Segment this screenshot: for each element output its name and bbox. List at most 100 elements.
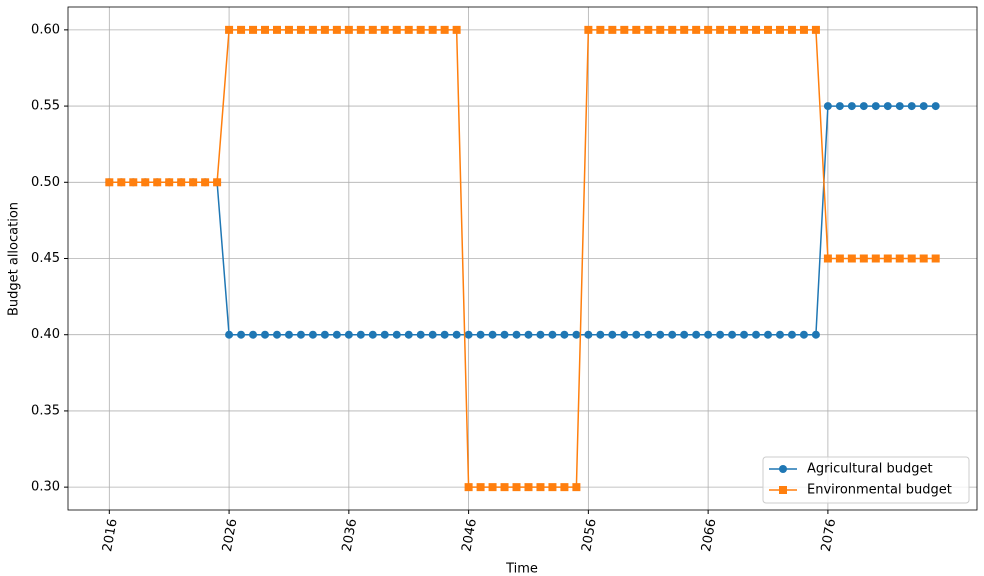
x-tick-label: 2056 [579, 518, 600, 553]
marker [380, 25, 389, 34]
series-line [109, 105, 936, 336]
marker [225, 330, 234, 339]
marker [644, 25, 653, 34]
marker [344, 330, 353, 339]
marker [536, 330, 545, 339]
series [105, 102, 940, 339]
marker [716, 25, 725, 34]
marker [608, 330, 617, 339]
x-tick-label: 2026 [220, 518, 241, 553]
marker [572, 330, 581, 339]
marker [476, 330, 485, 339]
marker [548, 330, 557, 339]
marker [404, 330, 413, 339]
marker [572, 483, 581, 492]
marker [272, 25, 281, 34]
marker [919, 102, 928, 111]
plot-frame [67, 6, 978, 511]
marker [464, 483, 473, 492]
marker [237, 25, 246, 34]
marker [368, 25, 377, 34]
marker [392, 25, 401, 34]
marker [895, 254, 904, 263]
legend: Agricultural budget Environmental budget [762, 456, 970, 504]
marker [668, 25, 677, 34]
marker [524, 330, 533, 339]
marker [500, 330, 509, 339]
marker [779, 486, 787, 494]
y-tick-label: 0.55 [31, 99, 60, 114]
marker [871, 254, 880, 263]
marker [261, 25, 270, 34]
marker [883, 102, 892, 111]
marker [308, 25, 317, 34]
marker [584, 25, 593, 34]
series-line [109, 29, 936, 488]
marker [524, 483, 533, 492]
marker [141, 178, 150, 187]
marker [237, 330, 246, 339]
marker [847, 254, 856, 263]
marker [296, 25, 305, 34]
marker [596, 330, 605, 339]
x-tick-label: 2046 [459, 518, 480, 553]
y-tick-label: 0.45 [31, 251, 60, 266]
marker [536, 483, 545, 492]
marker [320, 330, 329, 339]
marker [452, 330, 461, 339]
marker [296, 330, 305, 339]
marker [692, 25, 701, 34]
marker [787, 330, 796, 339]
marker [859, 102, 868, 111]
y-tick-label: 0.40 [31, 327, 60, 342]
marker [835, 254, 844, 263]
marker [871, 102, 880, 111]
marker [332, 25, 341, 34]
marker [560, 483, 569, 492]
marker [512, 483, 521, 492]
marker [895, 102, 904, 111]
marker [392, 330, 401, 339]
marker [728, 330, 737, 339]
marker [608, 25, 617, 34]
y-tick-label: 0.35 [31, 403, 60, 418]
marker [476, 483, 485, 492]
marker [440, 25, 449, 34]
marker [284, 330, 293, 339]
marker [680, 25, 689, 34]
marker [488, 483, 497, 492]
marker [284, 25, 293, 34]
legend-box [762, 456, 970, 504]
marker [847, 102, 856, 111]
marker [356, 330, 365, 339]
x-tick-label: 2016 [100, 518, 121, 553]
marker [368, 330, 377, 339]
marker [428, 25, 437, 34]
marker [752, 330, 761, 339]
marker [117, 178, 126, 187]
marker [380, 330, 389, 339]
marker [620, 330, 629, 339]
marker [356, 25, 365, 34]
marker [416, 25, 425, 34]
marker [787, 25, 796, 34]
marker [680, 330, 689, 339]
series [105, 25, 940, 492]
marker [931, 102, 940, 111]
y-tick-label: 0.50 [31, 175, 60, 190]
marker [416, 330, 425, 339]
marker [775, 25, 784, 34]
marker [129, 178, 138, 187]
marker [692, 330, 701, 339]
marker [440, 330, 449, 339]
marker [775, 330, 784, 339]
marker [919, 254, 928, 263]
marker [764, 330, 773, 339]
marker [764, 25, 773, 34]
marker [272, 330, 281, 339]
marker [656, 25, 665, 34]
marker [883, 254, 892, 263]
marker [799, 25, 808, 34]
marker [716, 330, 725, 339]
